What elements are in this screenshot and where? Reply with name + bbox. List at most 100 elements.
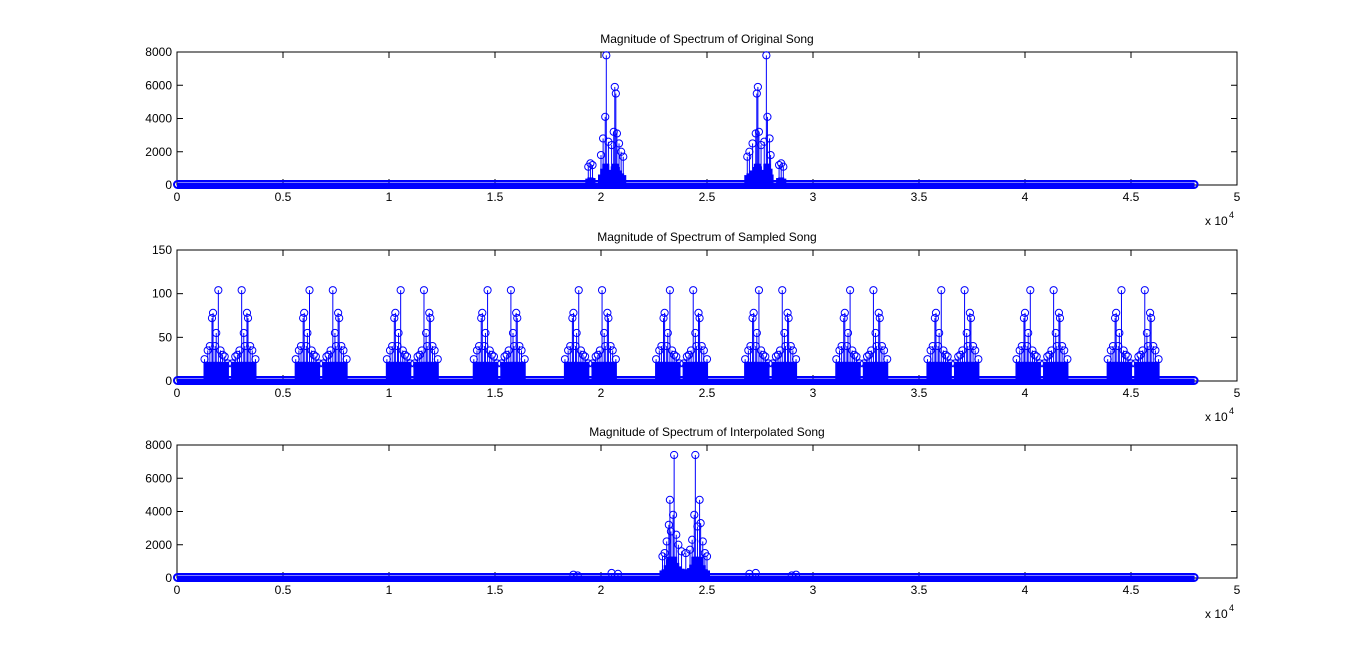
stem-marker	[674, 540, 683, 549]
stem-marker	[659, 314, 668, 323]
stem-marker	[1145, 308, 1155, 317]
stem-marker	[564, 346, 573, 355]
stem-marker	[665, 286, 675, 295]
stem-marker	[322, 352, 331, 361]
stem-marker	[481, 328, 490, 338]
stem-marker	[1151, 346, 1160, 355]
stem-marker	[1043, 352, 1052, 361]
stem-marker	[309, 350, 318, 359]
stem-marker	[1119, 346, 1128, 355]
stem-marker	[1019, 314, 1029, 323]
stem-marker	[212, 328, 221, 338]
stem-marker	[835, 346, 844, 355]
stem-marker	[415, 350, 424, 359]
stem-marker	[691, 450, 700, 460]
stem-marker	[1154, 355, 1163, 364]
stem-marker	[682, 352, 691, 361]
stem-marker	[485, 346, 494, 355]
stem-marker	[675, 359, 684, 368]
stem-marker	[1111, 314, 1120, 323]
stem-marker	[1026, 286, 1035, 295]
y-tick-label: 0	[165, 178, 172, 192]
stem-marker	[1138, 346, 1147, 355]
stem-marker	[766, 150, 775, 160]
stem-marker	[1112, 308, 1121, 317]
stem-marker	[207, 314, 217, 323]
stem-marker	[502, 350, 511, 359]
y-tick-label: 8000	[145, 438, 172, 452]
stem-marker	[512, 308, 521, 317]
stem-marker	[614, 139, 624, 148]
stem-marker	[584, 359, 593, 368]
stem-marker	[697, 341, 706, 351]
stem-marker	[596, 150, 606, 160]
subplot-2: Magnitude of Spectrum of Sampled Song 0 0.…	[152, 230, 1241, 424]
x-tick-label: 2.5	[699, 190, 716, 204]
stem-marker	[588, 160, 597, 170]
stem-marker	[695, 314, 704, 323]
stem-marker	[231, 352, 240, 361]
x-exponent-label: x 10	[1205, 607, 1228, 621]
stem-marker	[597, 286, 607, 295]
stem-marker	[883, 355, 892, 364]
stem-marker	[1121, 350, 1130, 359]
stem-marker	[612, 129, 622, 138]
stem-marker	[334, 308, 343, 317]
x-tick-label: 4.5	[1123, 386, 1140, 400]
stem-marker	[619, 152, 628, 161]
stem-marker	[489, 352, 499, 361]
stem-marker	[303, 328, 312, 338]
stem-marker	[1126, 359, 1136, 368]
stem-marker	[1015, 346, 1024, 355]
stem-marker	[1024, 328, 1033, 338]
stem-marker	[611, 355, 620, 364]
stem-marker	[672, 352, 681, 361]
x-tick-label: 2	[598, 583, 605, 597]
stem-marker	[965, 308, 974, 317]
x-tick-label: 0.5	[275, 190, 292, 204]
stem-marker	[573, 571, 582, 580]
x-tick-label: 0	[174, 583, 181, 597]
stem-marker	[937, 286, 946, 295]
stem-marker	[1054, 308, 1064, 317]
stem-marker	[601, 112, 610, 121]
stem-marker	[478, 308, 487, 317]
x-tick-label: 2.5	[699, 583, 716, 597]
stem-marker	[425, 308, 434, 317]
stem-marker	[300, 308, 309, 317]
stem-marker	[753, 82, 762, 92]
stem-marker	[617, 147, 626, 156]
stem-marker	[613, 569, 623, 578]
stem-marker	[974, 355, 983, 364]
stem-marker	[784, 314, 793, 323]
x-tick-label: 3	[810, 190, 817, 204]
x-exponent-power: 4	[1229, 406, 1234, 416]
x-tick-label: 1.5	[487, 386, 504, 400]
stem-marker	[394, 328, 403, 338]
x-tick-label: 2	[598, 190, 605, 204]
stem-marker	[1123, 352, 1132, 361]
x-tick-label: 3	[810, 386, 817, 400]
stem-marker	[788, 346, 797, 355]
stem-marker	[314, 359, 324, 368]
stem-marker	[1055, 314, 1065, 323]
stem-marker	[214, 286, 223, 295]
stem-marker	[665, 495, 675, 504]
stem-marker	[926, 346, 935, 355]
stem-marker	[743, 152, 752, 161]
stem-marker	[487, 350, 496, 359]
stem-marker	[246, 341, 255, 351]
stem-marker	[602, 51, 611, 60]
stem-marker	[430, 346, 439, 355]
y-tick-label: 150	[152, 243, 172, 257]
stem-marker	[935, 328, 944, 338]
x-tick-label: 2.5	[699, 386, 716, 400]
stem-marker	[311, 352, 320, 361]
stem-marker	[791, 570, 801, 579]
x-exponent-power: 4	[1229, 603, 1234, 613]
stem-marker	[774, 160, 784, 170]
stem-marker	[684, 350, 694, 359]
y-tick-label: 2000	[145, 145, 172, 159]
stem-marker	[791, 355, 801, 364]
